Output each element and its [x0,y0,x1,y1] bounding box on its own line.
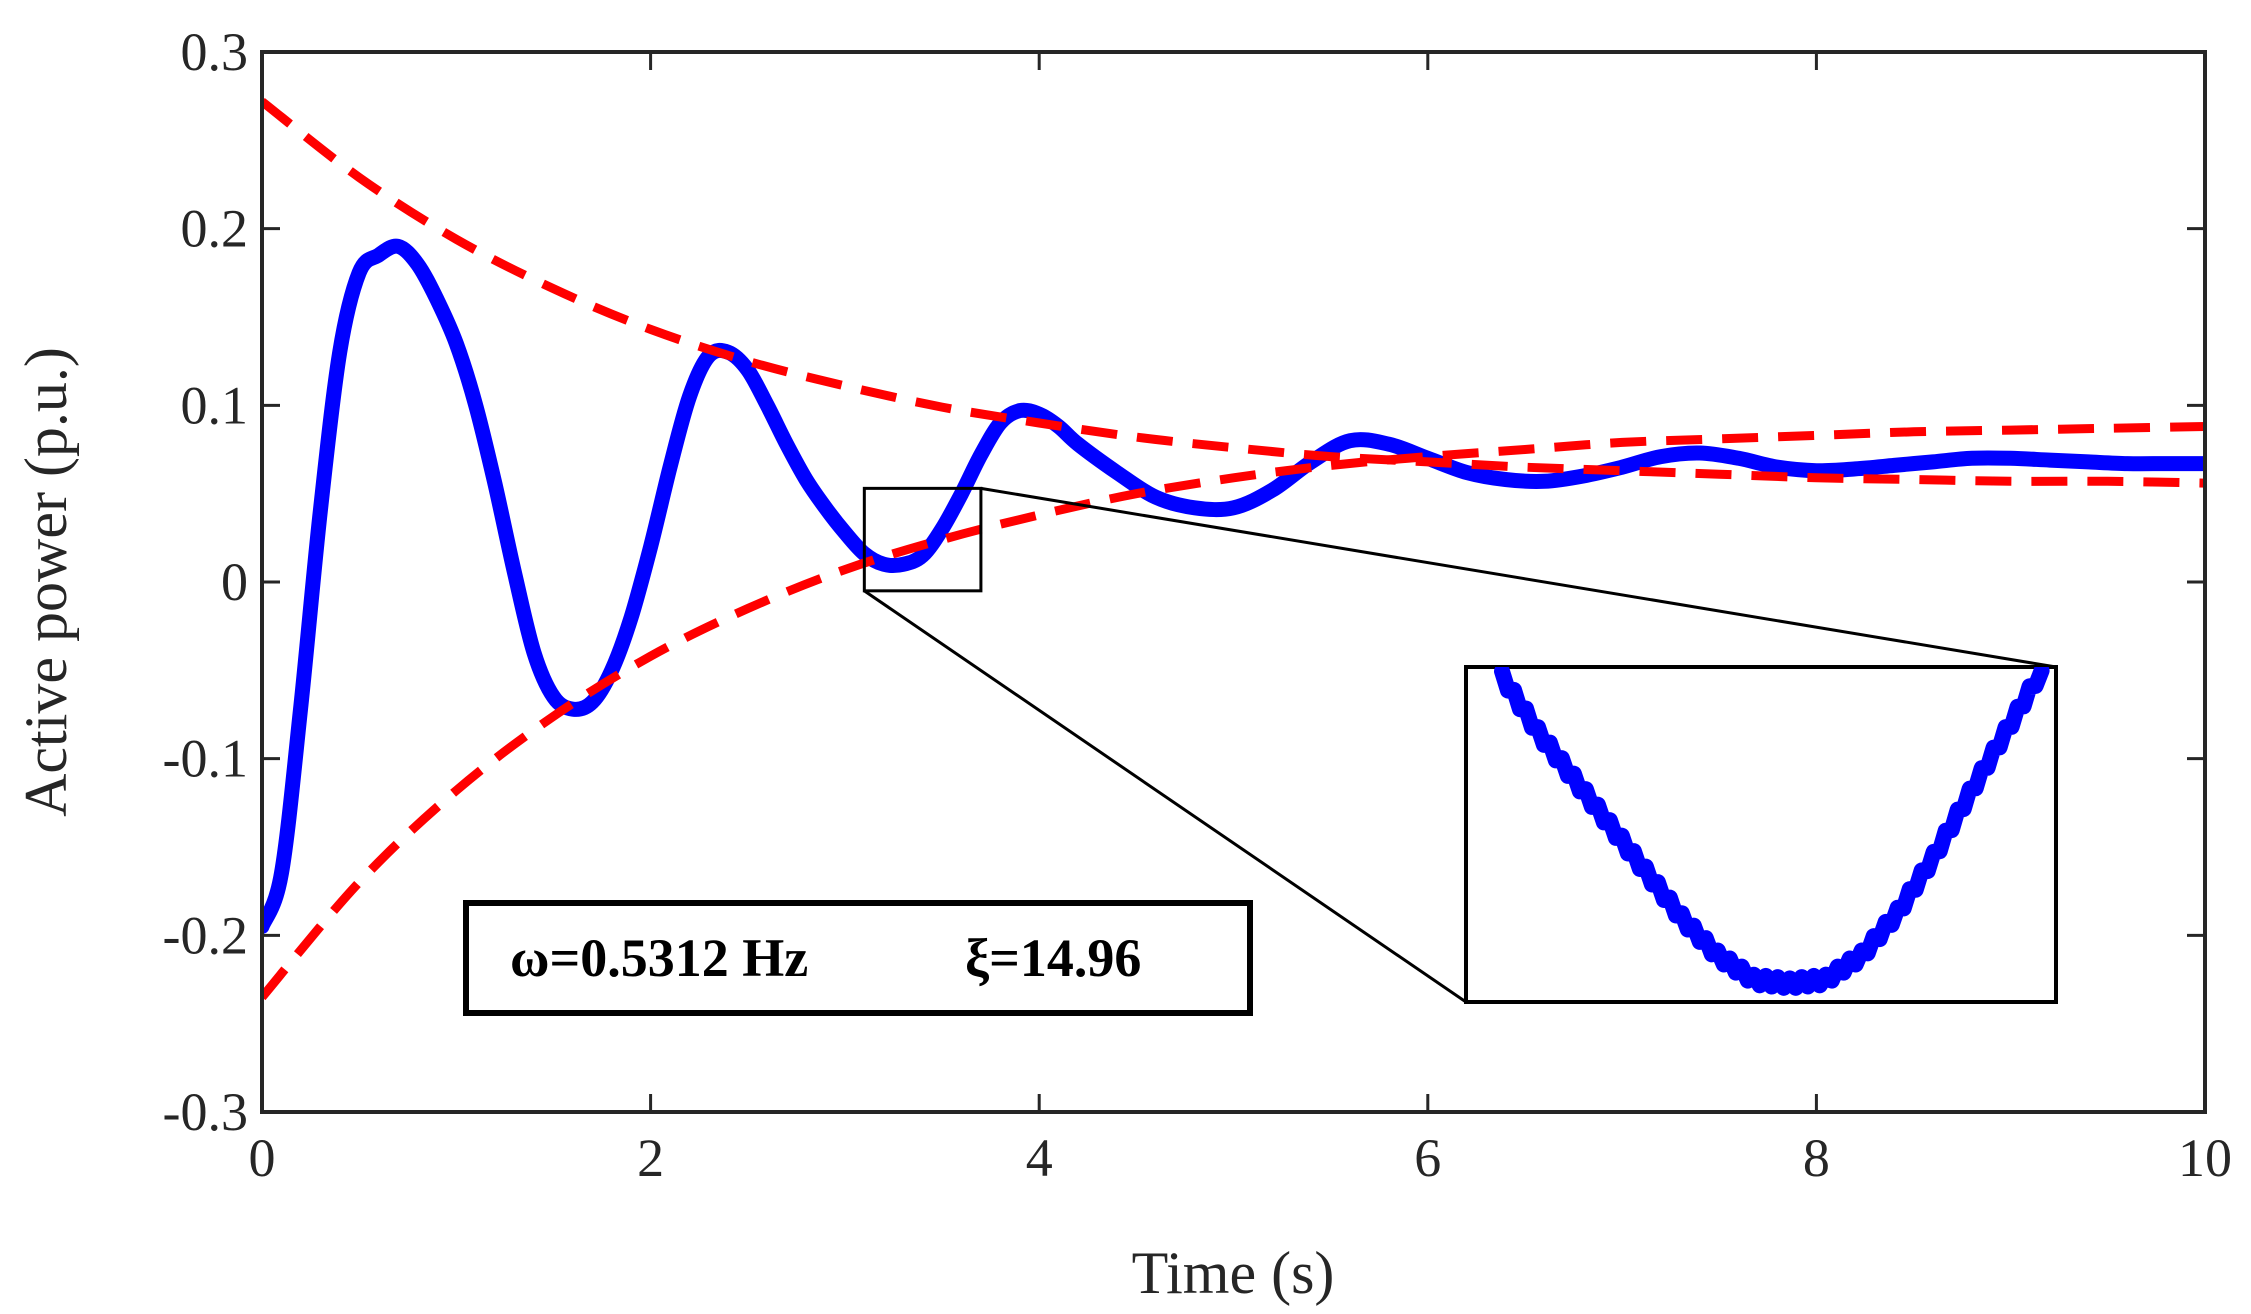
omega-label: ω=0.5312 Hz [510,928,808,988]
x-axis-title: Time (s) [1132,1240,1335,1306]
series-layer [262,97,2205,1001]
x-tick-label: 4 [1026,1128,1053,1188]
x-tick-label: 0 [249,1128,276,1188]
y-tick-label: 0.2 [181,199,249,259]
inset-frame [1464,665,2058,1004]
zoom-connector-top [980,486,2057,669]
x-tick-label: 2 [637,1128,664,1188]
axis-tick-labels: 0 2 4 6 8 10 -0.3 -0.2 -0.1 0 0.1 0.2 0.3 [163,22,2232,1188]
annotation-frame [463,900,1253,1016]
x-tick-label: 8 [1803,1128,1830,1188]
active-power-line [262,238,2205,934]
inset-plot [1494,667,2050,996]
plot-frame [260,50,2207,1114]
zoom-region-rect [862,486,983,593]
zoom-connector-bottom [863,589,1467,1004]
y-tick-label: -0.1 [163,729,248,789]
y-tick-label: 0.3 [181,22,249,82]
lower-envelope-line [262,422,2205,1001]
y-axis-title: Active power (p.u.) [13,347,79,817]
x-tick-label: 10 [2178,1128,2232,1188]
annotation-box: ω=0.5312 Hz ξ=14.96 [463,900,1253,1016]
y-tick-label: 0 [221,552,248,612]
y-tick-label: 0.1 [181,375,249,435]
xi-label: ξ=14.96 [965,928,1141,988]
zoom-layer [862,486,2058,1004]
y-tick-label: -0.2 [163,905,248,965]
inset-active-power-line [1494,667,2050,996]
upper-envelope-line [262,97,2205,488]
y-tick-label: -0.3 [163,1082,248,1142]
x-tick-label: 6 [1414,1128,1441,1188]
